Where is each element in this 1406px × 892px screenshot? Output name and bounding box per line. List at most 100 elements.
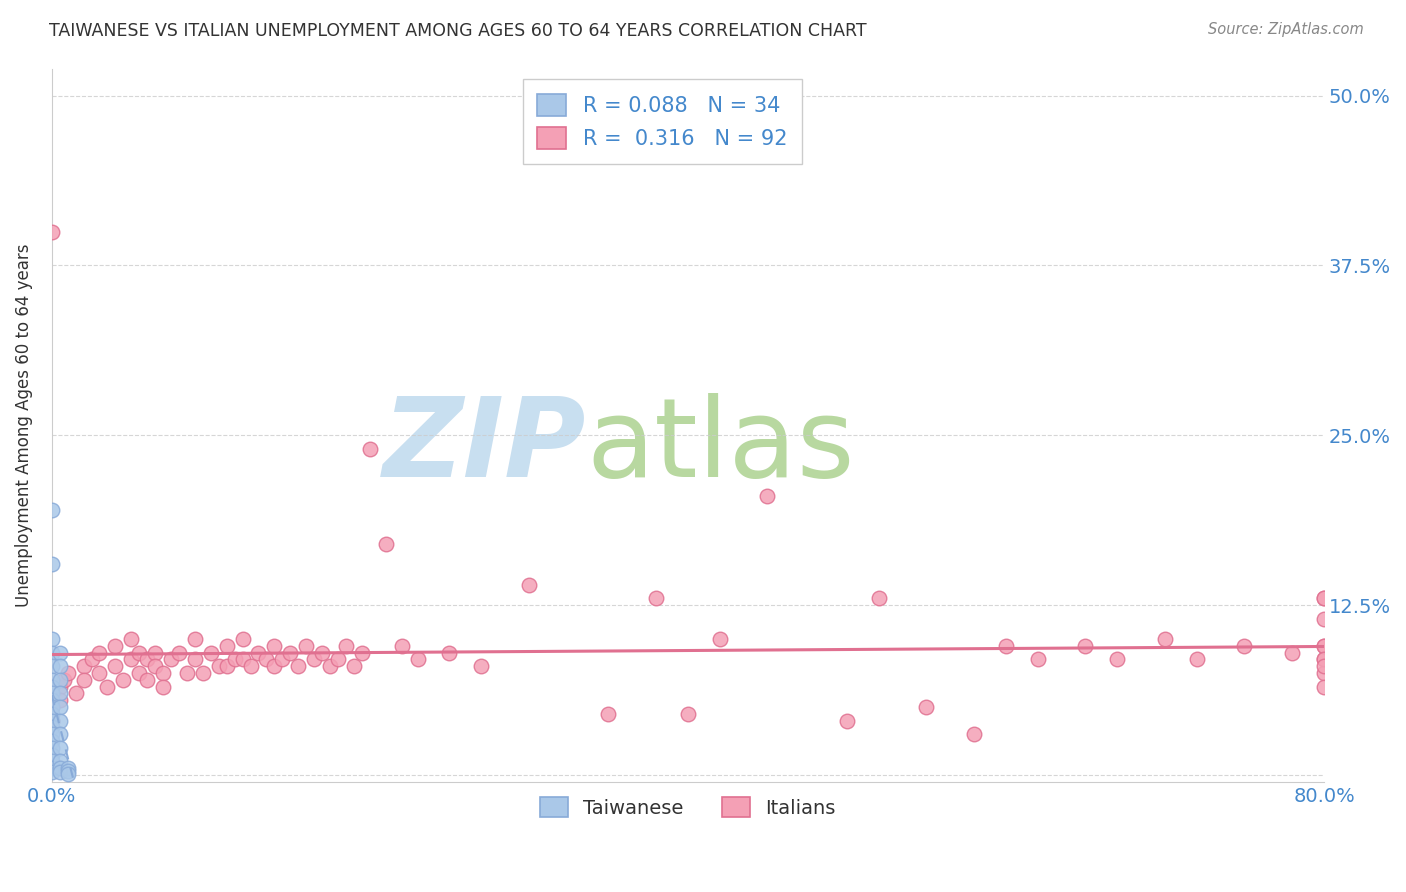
Point bbox=[1074, 639, 1097, 653]
Point bbox=[41, 646, 63, 660]
Point bbox=[48, 646, 70, 660]
Point bbox=[41, 686, 63, 700]
Point bbox=[41, 225, 63, 239]
Point bbox=[191, 666, 214, 681]
Point bbox=[41, 714, 63, 728]
Point bbox=[287, 659, 309, 673]
Legend: Taiwanese, Italians: Taiwanese, Italians bbox=[533, 789, 844, 825]
Point bbox=[295, 639, 318, 653]
Point bbox=[128, 646, 150, 660]
Point bbox=[41, 747, 63, 762]
Point bbox=[391, 639, 413, 653]
Point bbox=[406, 652, 429, 666]
Point bbox=[41, 680, 63, 694]
Point bbox=[128, 666, 150, 681]
Point bbox=[1313, 659, 1336, 673]
Point bbox=[1313, 639, 1336, 653]
Text: Source: ZipAtlas.com: Source: ZipAtlas.com bbox=[1208, 22, 1364, 37]
Point bbox=[48, 680, 70, 694]
Point bbox=[41, 761, 63, 775]
Point bbox=[915, 700, 938, 714]
Text: ZIP: ZIP bbox=[382, 393, 586, 500]
Point bbox=[41, 734, 63, 748]
Point bbox=[517, 578, 540, 592]
Point bbox=[359, 442, 381, 456]
Text: TAIWANESE VS ITALIAN UNEMPLOYMENT AMONG AGES 60 TO 64 YEARS CORRELATION CHART: TAIWANESE VS ITALIAN UNEMPLOYMENT AMONG … bbox=[49, 22, 868, 40]
Point bbox=[232, 652, 254, 666]
Point bbox=[120, 632, 142, 646]
Point bbox=[48, 686, 70, 700]
Point bbox=[709, 632, 731, 646]
Point bbox=[215, 639, 238, 653]
Point bbox=[1185, 652, 1208, 666]
Point bbox=[1313, 652, 1336, 666]
Point bbox=[48, 673, 70, 687]
Point bbox=[1281, 646, 1303, 660]
Point bbox=[48, 700, 70, 714]
Point bbox=[56, 761, 79, 775]
Point bbox=[224, 652, 246, 666]
Point bbox=[120, 652, 142, 666]
Point bbox=[41, 727, 63, 741]
Point bbox=[41, 632, 63, 646]
Point bbox=[232, 632, 254, 646]
Point bbox=[676, 706, 699, 721]
Point bbox=[112, 673, 135, 687]
Point bbox=[1313, 652, 1336, 666]
Point bbox=[374, 537, 396, 551]
Point bbox=[1313, 591, 1336, 606]
Point bbox=[598, 706, 620, 721]
Point bbox=[239, 659, 262, 673]
Point bbox=[756, 490, 779, 504]
Point bbox=[72, 673, 94, 687]
Point bbox=[1107, 652, 1129, 666]
Point bbox=[56, 766, 79, 780]
Point bbox=[247, 646, 270, 660]
Point bbox=[143, 646, 166, 660]
Point bbox=[48, 754, 70, 768]
Point bbox=[311, 646, 333, 660]
Point bbox=[41, 720, 63, 734]
Point bbox=[263, 639, 285, 653]
Point bbox=[53, 673, 76, 687]
Point bbox=[350, 646, 373, 660]
Point bbox=[41, 765, 63, 780]
Point bbox=[1313, 612, 1336, 626]
Point bbox=[302, 652, 325, 666]
Point bbox=[89, 646, 111, 660]
Point bbox=[645, 591, 668, 606]
Point bbox=[48, 693, 70, 707]
Point bbox=[41, 700, 63, 714]
Point bbox=[41, 740, 63, 755]
Point bbox=[184, 652, 207, 666]
Y-axis label: Unemployment Among Ages 60 to 64 years: Unemployment Among Ages 60 to 64 years bbox=[15, 244, 32, 607]
Point bbox=[41, 558, 63, 572]
Point bbox=[48, 765, 70, 780]
Point bbox=[136, 673, 159, 687]
Point bbox=[41, 673, 63, 687]
Point bbox=[48, 727, 70, 741]
Point bbox=[104, 659, 127, 673]
Point bbox=[41, 714, 63, 728]
Point bbox=[1026, 652, 1049, 666]
Point bbox=[835, 714, 858, 728]
Point bbox=[1313, 591, 1336, 606]
Point bbox=[1313, 680, 1336, 694]
Point bbox=[41, 659, 63, 673]
Point bbox=[56, 764, 79, 778]
Point bbox=[96, 680, 118, 694]
Point bbox=[200, 646, 222, 660]
Point bbox=[48, 659, 70, 673]
Point bbox=[271, 652, 294, 666]
Point bbox=[41, 680, 63, 694]
Point bbox=[143, 659, 166, 673]
Point bbox=[167, 646, 190, 660]
Point bbox=[152, 680, 174, 694]
Point bbox=[72, 659, 94, 673]
Point bbox=[184, 632, 207, 646]
Point bbox=[994, 639, 1017, 653]
Point bbox=[263, 659, 285, 673]
Point bbox=[256, 652, 278, 666]
Point bbox=[1233, 639, 1256, 653]
Point bbox=[65, 686, 87, 700]
